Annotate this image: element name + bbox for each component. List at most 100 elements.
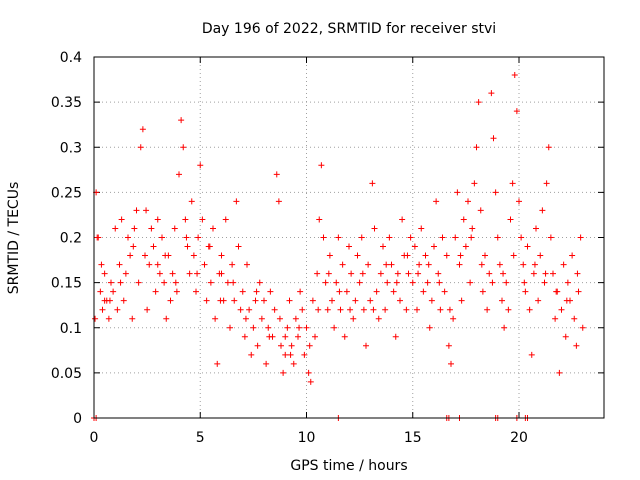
- y-tick-label: 0: [73, 411, 82, 427]
- data-point: [210, 225, 216, 232]
- data-point: [471, 180, 478, 187]
- data-point: [553, 288, 560, 295]
- data-point: [358, 234, 365, 241]
- data-point: [201, 261, 208, 268]
- y-tick-label: 0.25: [51, 185, 82, 201]
- data-point: [222, 216, 229, 223]
- data-point: [256, 279, 263, 286]
- data-point: [431, 243, 437, 250]
- data-point: [154, 216, 161, 223]
- y-tick-label: 0.2: [60, 231, 82, 247]
- data-point: [399, 216, 406, 223]
- data-point: [218, 270, 225, 277]
- data-point: [479, 288, 486, 295]
- data-point: [407, 234, 414, 241]
- data-point: [97, 288, 104, 295]
- data-point: [575, 288, 582, 295]
- data-point: [526, 306, 533, 313]
- data-point: [315, 306, 322, 313]
- data-point: [324, 306, 331, 313]
- data-point: [382, 306, 389, 313]
- data-point: [171, 225, 178, 232]
- data-point: [92, 315, 99, 322]
- data-point: [556, 369, 563, 376]
- data-point: [465, 198, 471, 205]
- data-point: [418, 225, 425, 232]
- data-point: [114, 306, 121, 313]
- data-point: [460, 216, 467, 223]
- data-point: [125, 234, 131, 241]
- data-point: [350, 315, 357, 322]
- plot-frame: [93, 56, 605, 419]
- data-point: [263, 360, 270, 367]
- data-point: [296, 324, 303, 331]
- data-point: [288, 342, 295, 349]
- data-point: [542, 270, 549, 277]
- data-point: [320, 234, 327, 241]
- data-point: [521, 279, 528, 286]
- data-point: [161, 279, 168, 286]
- data-point: [386, 234, 393, 241]
- data-point: [309, 297, 316, 304]
- data-point: [246, 306, 253, 313]
- data-point: [484, 306, 491, 313]
- data-point: [482, 252, 488, 259]
- x-tick-label: 20: [510, 430, 528, 446]
- data-point: [569, 252, 576, 259]
- data-point: [545, 144, 552, 151]
- data-point: [233, 198, 240, 205]
- data-point: [383, 261, 390, 268]
- data-point: [167, 297, 174, 304]
- data-point: [265, 324, 272, 331]
- data-point: [574, 270, 581, 277]
- data-point: [207, 279, 214, 286]
- data-point: [530, 270, 537, 277]
- data-point: [162, 252, 169, 259]
- data-point: [258, 315, 265, 322]
- data-point: [99, 306, 106, 313]
- data-point: [547, 234, 554, 241]
- data-point: [468, 234, 475, 241]
- data-point: [443, 252, 450, 259]
- data-point: [286, 297, 293, 304]
- data-point: [117, 279, 124, 286]
- data-point: [343, 288, 350, 295]
- data-point: [336, 288, 343, 295]
- data-point: [316, 216, 323, 223]
- data-point: [377, 270, 384, 277]
- data-point: [469, 225, 476, 232]
- data-point: [156, 270, 163, 277]
- data-point: [505, 306, 512, 313]
- data-point: [341, 333, 348, 340]
- data-point: [359, 270, 366, 277]
- data-point: [577, 234, 584, 241]
- data-point: [439, 234, 446, 241]
- x-tick-label: 15: [404, 430, 422, 446]
- data-point: [190, 252, 197, 259]
- data-point: [573, 342, 580, 349]
- data-point: [106, 297, 113, 304]
- data-point: [404, 252, 411, 259]
- data-point: [373, 288, 380, 295]
- data-point: [329, 297, 335, 304]
- data-point: [510, 252, 517, 259]
- data-point: [390, 288, 397, 295]
- chart-title: Day 196 of 2022, SRMTID for receiver stv…: [202, 21, 496, 37]
- data-point: [101, 270, 108, 277]
- data-point: [227, 324, 233, 331]
- data-point: [339, 261, 346, 268]
- data-point: [176, 171, 182, 178]
- data-point: [354, 252, 361, 259]
- data-point: [492, 189, 499, 196]
- data-point: [543, 180, 550, 187]
- data-point: [183, 234, 190, 241]
- data-point: [370, 306, 377, 313]
- data-point: [280, 369, 287, 376]
- data-point: [365, 261, 372, 268]
- data-point: [494, 234, 501, 241]
- data-point: [305, 369, 312, 376]
- data-point: [237, 306, 244, 313]
- data-point: [405, 270, 412, 277]
- data-point: [337, 306, 344, 313]
